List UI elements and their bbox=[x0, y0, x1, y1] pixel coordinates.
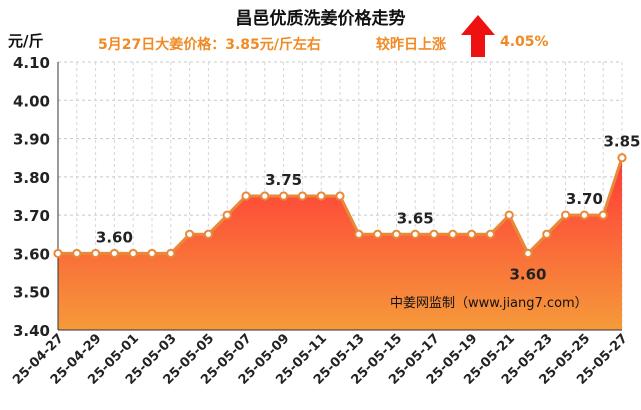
watermark: 中姜网监制（www.jiang7.com） bbox=[390, 296, 588, 311]
data-point bbox=[410, 229, 420, 239]
data-point bbox=[109, 248, 120, 259]
y-tick-label: 3.70 bbox=[13, 207, 50, 225]
data-point bbox=[391, 229, 401, 239]
data-point bbox=[504, 210, 514, 220]
data-label: 3.85 bbox=[603, 133, 640, 151]
data-point bbox=[448, 229, 458, 239]
data-point bbox=[579, 210, 590, 220]
y-tick-label: 3.40 bbox=[13, 322, 50, 340]
data-labels: 3.60 3.75 3.65 3.60 3.70 3.85 bbox=[96, 133, 641, 284]
data-point bbox=[53, 248, 63, 259]
data-point bbox=[260, 191, 270, 201]
data-point bbox=[147, 248, 157, 259]
y-tick-label: 3.90 bbox=[13, 131, 50, 149]
data-point bbox=[279, 191, 289, 201]
data-point bbox=[316, 191, 326, 201]
data-label: 3.65 bbox=[397, 209, 434, 227]
data-point bbox=[598, 210, 608, 220]
area-fill bbox=[58, 157, 622, 330]
data-point bbox=[241, 191, 251, 201]
data-point bbox=[185, 229, 195, 239]
data-label: 3.60 bbox=[96, 228, 133, 246]
y-tick-label: 3.60 bbox=[13, 245, 50, 263]
y-tick-labels: 3.40 3.50 3.60 3.70 3.80 3.90 4.00 4.10 bbox=[13, 54, 50, 340]
data-point bbox=[429, 229, 439, 239]
data-point bbox=[542, 229, 552, 239]
price-note: 5月27日大姜价格：3.85元/斤左右 bbox=[98, 37, 321, 53]
data-label: 3.75 bbox=[265, 171, 302, 189]
data-point bbox=[91, 248, 101, 259]
data-point bbox=[166, 248, 176, 259]
data-point bbox=[72, 248, 82, 259]
data-point bbox=[203, 229, 213, 239]
data-point bbox=[617, 153, 627, 163]
data-point bbox=[523, 248, 533, 259]
area-path bbox=[58, 157, 622, 330]
data-point bbox=[335, 191, 345, 201]
data-point bbox=[297, 191, 307, 201]
x-tick-labels: 25-04-2725-04-2925-05-0125-05-0325-05-05… bbox=[10, 331, 631, 388]
y-tick-label: 3.50 bbox=[13, 284, 50, 302]
data-label: 3.70 bbox=[566, 190, 603, 208]
data-point bbox=[222, 210, 232, 220]
change-percent: 4.05% bbox=[500, 34, 549, 50]
data-label: 3.60 bbox=[509, 265, 546, 283]
data-points bbox=[53, 153, 627, 259]
data-point bbox=[485, 229, 495, 239]
y-tick-label: 4.10 bbox=[13, 54, 50, 72]
data-point bbox=[561, 210, 571, 220]
data-point bbox=[354, 229, 364, 239]
axes bbox=[57, 62, 622, 331]
data-point bbox=[467, 229, 477, 239]
up-arrow-icon bbox=[461, 15, 495, 57]
y-tick-label: 3.80 bbox=[13, 169, 50, 187]
data-point bbox=[373, 229, 383, 239]
data-point bbox=[128, 248, 138, 259]
y-tick-label: 4.00 bbox=[13, 92, 50, 110]
y-axis-unit: 元/斤 bbox=[8, 32, 44, 50]
compare-note: 较昨日上涨 bbox=[376, 37, 446, 53]
chart-title: 昌邑优质洗姜价格走势 bbox=[235, 9, 406, 29]
